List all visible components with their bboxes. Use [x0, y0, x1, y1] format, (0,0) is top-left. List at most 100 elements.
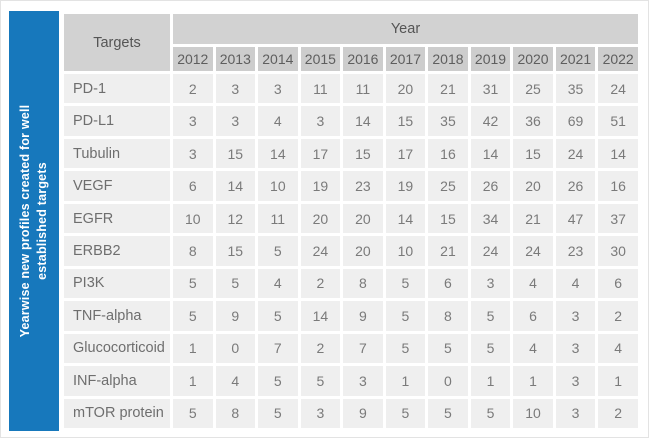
value-cell: 17 — [385, 138, 426, 169]
value-cell: 35 — [428, 106, 468, 136]
value-cell: 15 — [513, 138, 553, 169]
value-cell: 20 — [385, 74, 426, 104]
value-cell: 51 — [598, 106, 638, 136]
target-name: Tubulin — [64, 138, 170, 169]
value-cell: 14 — [258, 138, 298, 169]
table-row: mTOR protein 5 8 5 3 9 5 5 5 10 3 2 — [64, 398, 638, 428]
value-cell: 3 — [470, 268, 511, 299]
value-cell: 4 — [555, 268, 596, 299]
value-cell: 5 — [258, 301, 298, 331]
value-cell: 21 — [428, 74, 468, 104]
value-cell: 4 — [258, 268, 298, 299]
value-cell: 3 — [258, 74, 298, 104]
value-cell: 5 — [300, 366, 341, 396]
value-cell: 15 — [215, 236, 256, 266]
year-column-header-2013: 2013 — [215, 47, 256, 71]
target-name: mTOR protein — [64, 398, 170, 428]
value-cell: 5 — [470, 301, 511, 331]
value-cell: 15 — [385, 106, 426, 136]
value-cell: 5 — [385, 333, 426, 364]
value-cell: 15 — [215, 138, 256, 169]
year-header-row: 2012 2013 2014 2015 2016 2017 2018 2019 2020 2021… — [64, 47, 638, 71]
value-cell: 10 — [513, 398, 553, 428]
value-cell: 3 — [555, 398, 596, 428]
year-column-header-2019: 2019 — [470, 47, 511, 71]
value-cell: 25 — [513, 74, 553, 104]
value-cell: 47 — [555, 203, 596, 234]
value-cell: 15 — [428, 203, 468, 234]
value-cell: 14 — [343, 106, 383, 136]
value-cell: 6 — [173, 171, 213, 201]
value-cell: 35 — [555, 74, 596, 104]
value-cell: 31 — [470, 74, 511, 104]
value-cell: 23 — [343, 171, 383, 201]
value-cell: 9 — [215, 301, 256, 331]
value-cell: 5 — [470, 333, 511, 364]
value-cell: 5 — [428, 398, 468, 428]
table-row: VEGF 6 14 10 19 23 19 25 26 20 26 16 — [64, 171, 638, 201]
value-cell: 3 — [555, 333, 596, 364]
table-row: ERBB2 8 15 5 24 20 10 21 24 24 23 30 — [64, 236, 638, 266]
value-cell: 16 — [428, 138, 468, 169]
table-row: INF-alpha 1 4 5 5 3 1 0 1 1 3 1 — [64, 366, 638, 396]
value-cell: 4 — [215, 366, 256, 396]
value-cell: 8 — [428, 301, 468, 331]
value-cell: 26 — [555, 171, 596, 201]
value-cell: 24 — [470, 236, 511, 266]
value-cell: 3 — [215, 74, 256, 104]
value-cell: 5 — [470, 398, 511, 428]
value-cell: 5 — [173, 268, 213, 299]
value-cell: 0 — [215, 333, 256, 364]
value-cell: 6 — [598, 268, 638, 299]
value-cell: 16 — [598, 171, 638, 201]
value-cell: 36 — [513, 106, 553, 136]
value-cell: 3 — [173, 138, 213, 169]
value-cell: 20 — [343, 203, 383, 234]
value-cell: 24 — [300, 236, 341, 266]
value-cell: 5 — [385, 268, 426, 299]
value-cell: 2 — [300, 268, 341, 299]
value-cell: 4 — [513, 268, 553, 299]
value-cell: 12 — [215, 203, 256, 234]
value-cell: 1 — [598, 366, 638, 396]
value-cell: 6 — [513, 301, 553, 331]
value-cell: 5 — [258, 366, 298, 396]
value-cell: 23 — [555, 236, 596, 266]
value-cell: 20 — [343, 236, 383, 266]
year-column-header-2014: 2014 — [258, 47, 298, 71]
targets-by-year-table: Targets Year 2012 2013 2014 2015 2016 2017 201… — [61, 11, 641, 431]
value-cell: 2 — [300, 333, 341, 364]
value-cell: 5 — [258, 236, 298, 266]
value-cell: 11 — [343, 74, 383, 104]
value-cell: 15 — [343, 138, 383, 169]
value-cell: 5 — [173, 301, 213, 331]
table-row: Tubulin 3 15 14 17 15 17 16 14 15 24 14 — [64, 138, 638, 169]
value-cell: 30 — [598, 236, 638, 266]
value-cell: 4 — [258, 106, 298, 136]
value-cell: 4 — [513, 333, 553, 364]
value-cell: 3 — [173, 106, 213, 136]
target-name: Glucocorticoid — [64, 333, 170, 364]
value-cell: 3 — [343, 366, 383, 396]
value-cell: 1 — [470, 366, 511, 396]
year-group-header: Year — [173, 14, 638, 44]
value-cell: 34 — [470, 203, 511, 234]
value-cell: 2 — [598, 301, 638, 331]
value-cell: 4 — [598, 333, 638, 364]
value-cell: 14 — [300, 301, 341, 331]
value-cell: 24 — [513, 236, 553, 266]
figure-title-line-1: Yearwise new profiles created for well — [18, 104, 33, 338]
figure-title-bar: Yearwise new profiles created for well e… — [9, 11, 59, 431]
value-cell: 24 — [555, 138, 596, 169]
value-cell: 5 — [173, 398, 213, 428]
value-cell: 17 — [300, 138, 341, 169]
value-cell: 5 — [385, 398, 426, 428]
value-cell: 2 — [173, 74, 213, 104]
target-name: ERBB2 — [64, 236, 170, 266]
target-name: PD-L1 — [64, 106, 170, 136]
value-cell: 5 — [215, 268, 256, 299]
year-column-header-2017: 2017 — [385, 47, 426, 71]
value-cell: 3 — [300, 106, 341, 136]
year-column-header-2018: 2018 — [428, 47, 468, 71]
value-cell: 5 — [258, 398, 298, 428]
